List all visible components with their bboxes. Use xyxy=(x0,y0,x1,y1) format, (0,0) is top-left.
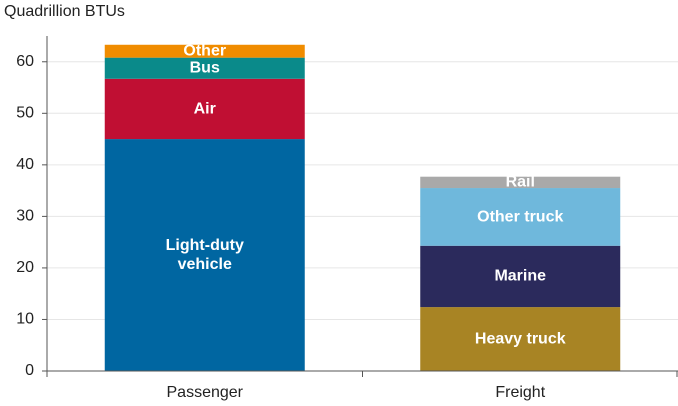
segment-label: Rail xyxy=(505,173,535,191)
y-tick-label: 60 xyxy=(16,53,34,70)
bar-segment xyxy=(420,188,621,246)
bar-segment xyxy=(420,245,621,308)
segment-label: Heavy truck xyxy=(474,330,566,348)
y-tick-label: 30 xyxy=(16,208,34,225)
y-tick-label: 40 xyxy=(16,156,34,173)
bar-segment xyxy=(104,78,305,140)
x-tick-label: Passenger xyxy=(167,384,244,401)
segment-label: Light-duty vehicle xyxy=(165,237,244,274)
segment-label: Other truck xyxy=(477,208,564,226)
segment-label: Air xyxy=(193,100,216,118)
bar-segment xyxy=(104,44,305,58)
y-tick-label: 10 xyxy=(16,311,34,328)
segment-label: Other xyxy=(183,42,227,60)
segment-label: Marine xyxy=(494,267,547,285)
bar-segment xyxy=(104,57,305,79)
y-tick-label: 20 xyxy=(16,259,34,276)
x-tick-label: Freight xyxy=(495,384,545,401)
y-tick-label: 50 xyxy=(16,105,34,122)
bar-segment xyxy=(420,307,621,371)
y-tick-label: 0 xyxy=(25,362,34,379)
segment-label: Bus xyxy=(189,59,220,77)
bar-segment xyxy=(420,176,621,189)
y-axis-label: Quadrillion BTUs xyxy=(4,3,125,20)
bar-segment xyxy=(104,139,305,371)
